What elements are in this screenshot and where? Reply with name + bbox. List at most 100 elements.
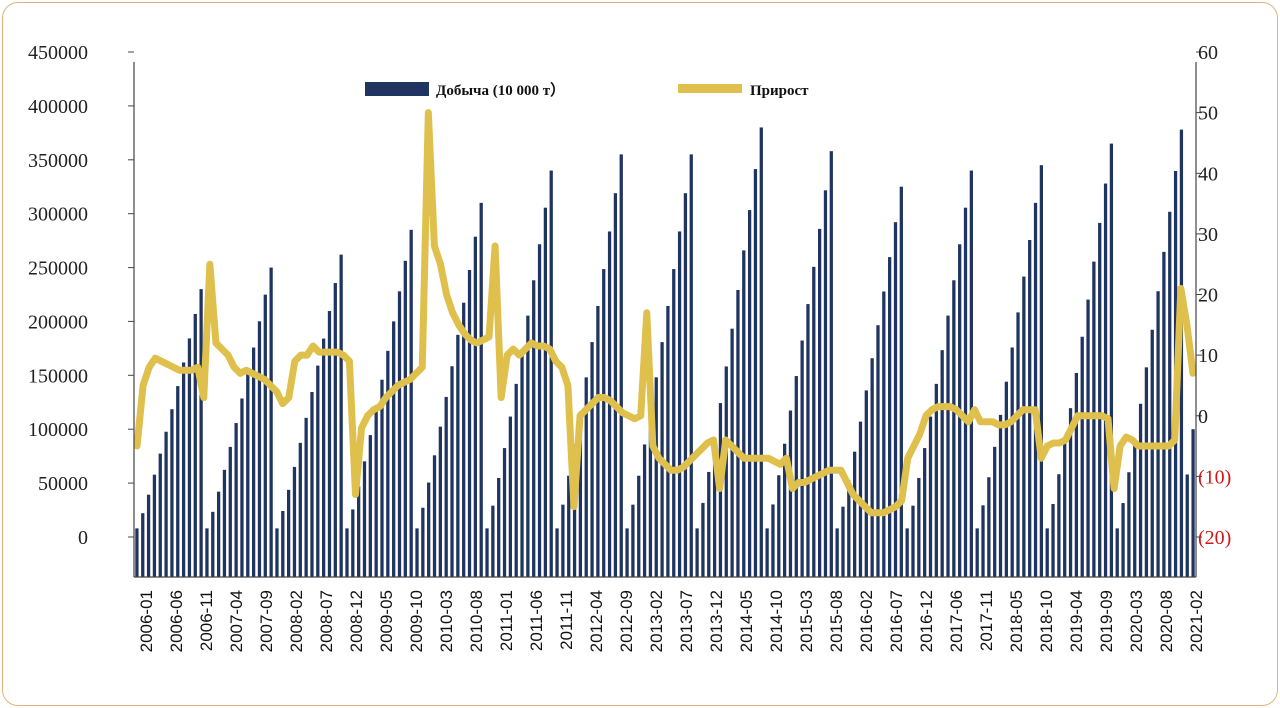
y-left-tick-label: 300000 [28,204,88,226]
bar [397,291,402,577]
legend-swatch-production [365,82,429,96]
bar [1039,165,1043,578]
bar [1162,251,1166,577]
bar-series-production [135,127,1195,578]
bar [526,315,530,577]
bar [432,455,437,577]
bar [642,444,647,577]
bar [1144,367,1149,577]
bar [695,528,699,577]
bar [742,250,746,577]
bar [403,260,407,577]
bar [485,528,489,577]
bar [561,504,565,577]
y-right-tick-label: 50 [1198,103,1218,125]
bar [170,409,174,577]
bar [701,502,705,577]
bar [316,365,320,577]
y-left-tick-label: 100000 [28,419,88,441]
y-right-tick-label: 30 [1198,224,1218,246]
x-tick-label: 2011-06 [527,590,546,651]
bar [952,280,956,577]
bar [246,373,250,577]
x-tick-label: 2014-10 [767,590,786,652]
bar [1138,403,1143,577]
x-tick-label: 2006-06 [167,590,186,652]
bar [683,193,688,577]
y-right-tick-label: 20 [1198,285,1218,307]
bar [572,444,577,577]
bar [497,478,501,577]
x-tick-label: 2010-08 [467,590,486,652]
bar [835,528,839,577]
bar [602,269,606,577]
bar [450,366,454,577]
y-right-tick-label: 10 [1198,345,1218,367]
bar [415,528,419,577]
bar [888,257,892,577]
bar [473,236,477,577]
bar [327,311,332,577]
y-left-tick-label: 0 [78,527,88,549]
bar [975,528,979,577]
x-tick-label: 2008-12 [347,590,366,652]
bar [806,304,810,577]
bar [946,315,950,577]
x-tick-label: 2020-03 [1127,590,1146,652]
x-tick-label: 2017-06 [947,590,966,652]
bar [677,231,682,577]
bar [392,321,396,577]
bar [777,475,781,577]
y-axis-right-ticks: (20) (10) 0 10 20 30 40 50 60 [1196,42,1231,549]
bar [899,186,903,577]
x-tick-label: 2013-12 [707,590,726,652]
y-right-tick-label: (10) [1198,466,1231,488]
line-series-growth [133,109,1197,517]
bar [893,222,898,577]
bar [800,340,804,577]
bar [164,431,168,577]
x-tick-label: 2018-10 [1037,590,1056,652]
bar [1127,472,1131,577]
bar [322,338,326,577]
bar [362,461,367,577]
bar [193,313,197,577]
x-tick-label: 2019-09 [1097,590,1116,652]
bar [152,474,157,577]
x-tick-label: 2015-08 [827,590,846,652]
y-left-tick-label: 50000 [38,473,88,495]
bar [707,471,711,577]
bar [146,494,151,577]
legend: Добыча (10 000 т） Прирост [365,81,809,99]
bar [753,169,758,577]
bar [666,305,670,577]
bar [345,528,349,577]
x-tick-label: 2012-04 [587,590,606,652]
bar [357,486,361,577]
x-tick-label: 2011-01 [497,590,516,651]
y-right-tick-label: 60 [1198,42,1218,64]
bar [298,442,302,577]
bar [788,410,793,577]
bar [479,202,483,577]
bar [1045,528,1049,577]
x-tick-label: 2010-03 [437,590,456,652]
bar [456,334,460,577]
bar [998,414,1003,577]
y-left-tick-label: 350000 [28,150,88,172]
bar [532,280,536,577]
bar [1063,442,1067,577]
x-tick-label: 2021-02 [1187,590,1206,652]
bar [648,411,653,577]
y-axis-left-ticks: 0 50000 100000 150000 200000 250000 300000 3500… [28,42,134,549]
bar [380,379,384,577]
y-left-tick-label: 250000 [28,258,88,280]
bar [934,383,938,577]
x-tick-label: 2015-03 [797,590,816,652]
bar [269,267,273,577]
bar [263,294,267,577]
bar [870,358,874,577]
x-tick-label: 2011-11 [557,590,576,650]
